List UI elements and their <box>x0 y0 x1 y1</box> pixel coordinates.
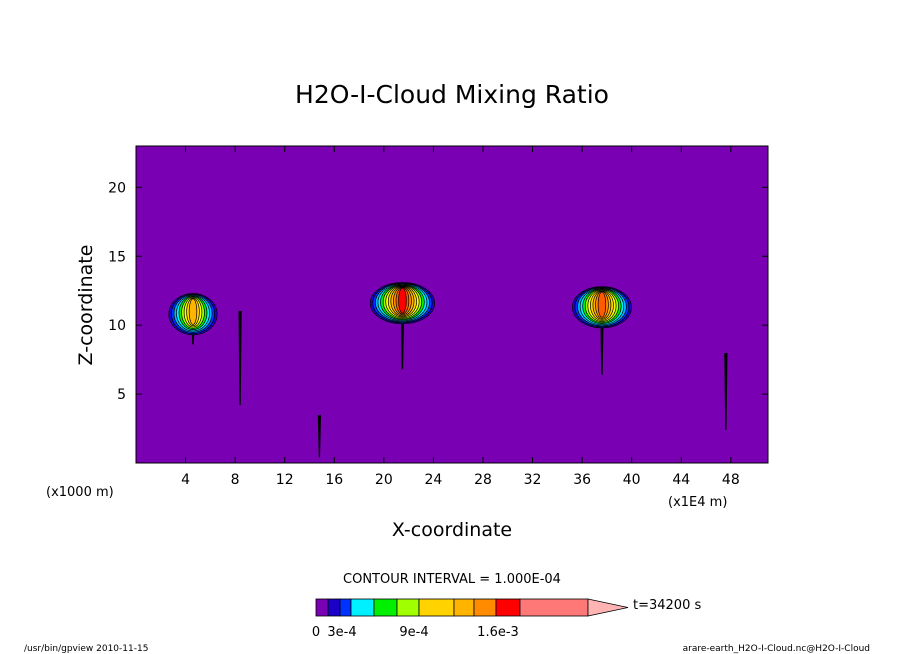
chart-title: H2O-I-Cloud Mixing Ratio <box>295 80 609 109</box>
colorbar-label: 3e-4 <box>327 625 356 640</box>
colorbar-box <box>495 598 521 617</box>
cloud-stalk <box>317 415 322 458</box>
y-tick-label: 5 <box>117 387 126 403</box>
cloud-4 <box>572 286 632 375</box>
colorbar-arrow <box>587 598 629 617</box>
colorbar-box <box>453 598 475 617</box>
plot-frame <box>135 145 769 464</box>
x-tick-label: 40 <box>623 472 641 488</box>
cloud-0 <box>168 293 218 345</box>
field-background <box>136 146 768 463</box>
colorbar-box <box>396 598 420 617</box>
colorbar-box <box>339 598 352 617</box>
cloud-contour-level <box>597 291 607 318</box>
footer-right: arare-earth_H2O-I-Cloud.nc@H2O-I-Cloud <box>683 644 870 654</box>
x-tick-label: 8 <box>231 472 240 488</box>
colorbar-label: 0 <box>312 625 320 640</box>
x-tick-label: 36 <box>573 472 591 488</box>
cloud-5 <box>724 353 728 430</box>
x-axis-label: X-coordinate <box>392 519 512 541</box>
colorbar-box <box>350 598 375 617</box>
footer-left: /usr/bin/gpview 2010-11-15 <box>24 644 148 654</box>
colorbar-label: 9e-4 <box>399 625 428 640</box>
colorbar-box <box>315 598 329 617</box>
x-tick-label: 16 <box>325 472 343 488</box>
x-tick-label: 48 <box>722 472 740 488</box>
x-unit-right: (x1E4 m) <box>668 495 727 510</box>
y-axis-label: Z-coordinate <box>75 245 97 366</box>
y-tick-label: 15 <box>108 249 126 265</box>
x-unit-left: (x1000 m) <box>46 485 114 500</box>
time-label: t=34200 s <box>633 598 701 613</box>
colorbar-label: 1.6e-3 <box>477 625 519 640</box>
colorbar-box <box>327 598 341 617</box>
x-tick-label: 24 <box>424 472 442 488</box>
colorbar-box <box>473 598 497 617</box>
x-tick-label: 44 <box>672 472 690 488</box>
colorbar-box <box>418 598 455 617</box>
cloud-contour-level <box>188 298 198 325</box>
contour-interval: CONTOUR INTERVAL = 1.000E-04 <box>343 572 561 587</box>
cloud-1 <box>238 310 242 406</box>
x-tick-label: 12 <box>276 472 294 488</box>
cloud-contours <box>168 282 728 458</box>
cloud-stalk <box>724 353 728 430</box>
cloud-stalk <box>238 310 242 406</box>
x-tick-label: 20 <box>375 472 393 488</box>
y-tick-label: 10 <box>108 318 126 334</box>
cloud-3 <box>369 282 436 370</box>
colorbar-box <box>519 598 589 617</box>
colorbar: 0 3e-4 9e-4 1.6e-3 <box>312 598 629 640</box>
x-tick-label: 4 <box>181 472 190 488</box>
cloud-2 <box>317 415 322 458</box>
colorbar-box <box>373 598 398 617</box>
y-tick-label: 20 <box>108 180 126 196</box>
cloud-contour-level <box>398 287 407 314</box>
x-tick-label: 28 <box>474 472 492 488</box>
x-tick-label: 32 <box>524 472 542 488</box>
